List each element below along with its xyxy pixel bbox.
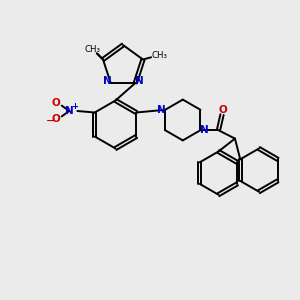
Text: N: N <box>200 125 209 135</box>
Text: +: + <box>71 102 78 111</box>
Text: CH₃: CH₃ <box>152 50 167 59</box>
Text: O: O <box>219 105 228 116</box>
Text: N: N <box>65 106 74 116</box>
Text: −: − <box>46 116 56 126</box>
Text: N: N <box>103 76 111 86</box>
Text: CH₃: CH₃ <box>85 44 101 53</box>
Text: N: N <box>157 105 166 115</box>
Text: O: O <box>52 98 61 108</box>
Text: N: N <box>135 76 143 86</box>
Text: O: O <box>52 114 61 124</box>
